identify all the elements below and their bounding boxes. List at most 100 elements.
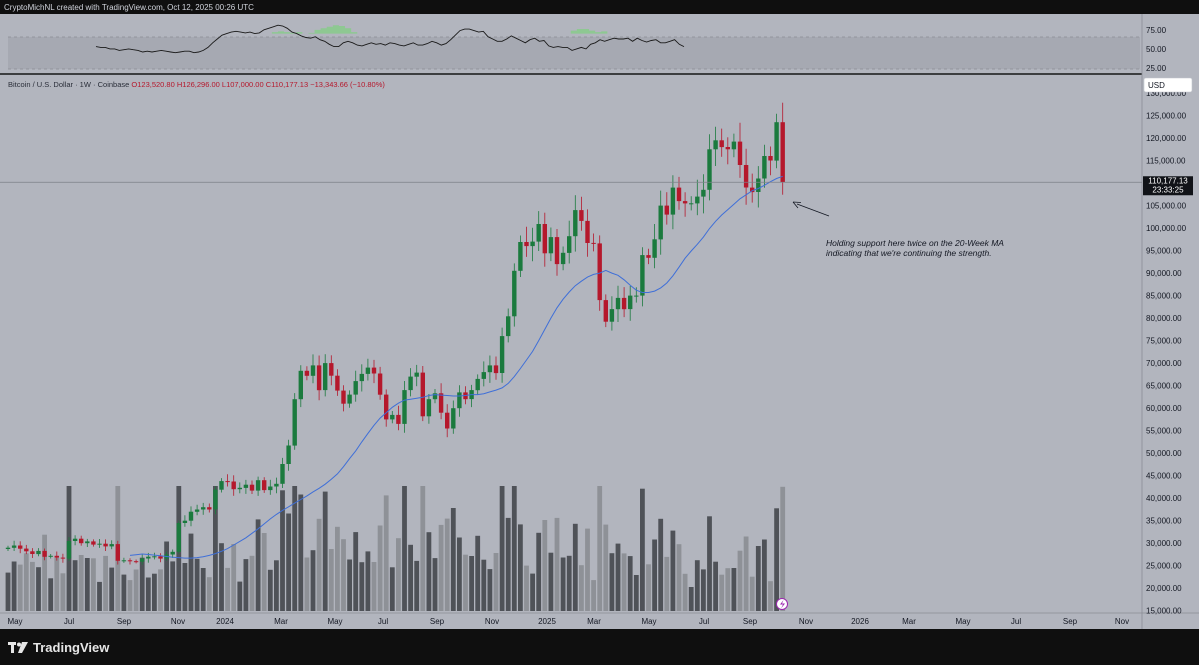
candle-body[interactable]: [115, 544, 120, 561]
candle-body[interactable]: [396, 414, 401, 424]
candle-body[interactable]: [219, 481, 224, 490]
candle-body[interactable]: [182, 520, 188, 523]
candle-body[interactable]: [243, 484, 249, 488]
candle-body[interactable]: [408, 376, 413, 391]
candle-body[interactable]: [280, 464, 285, 484]
candle-body[interactable]: [85, 541, 90, 544]
candle-body[interactable]: [603, 300, 608, 322]
candle-body[interactable]: [640, 255, 645, 296]
candle-body[interactable]: [292, 399, 297, 446]
candle-body[interactable]: [249, 484, 255, 491]
candle-body[interactable]: [91, 541, 96, 545]
candle-body[interactable]: [670, 187, 676, 215]
candle-body[interactable]: [390, 414, 395, 420]
candle-body[interactable]: [475, 378, 480, 391]
candle-body[interactable]: [109, 544, 114, 547]
candle-body[interactable]: [414, 372, 419, 377]
candle-body[interactable]: [255, 480, 261, 491]
candle-body[interactable]: [133, 561, 139, 563]
candle-body[interactable]: [201, 507, 206, 510]
candle-body[interactable]: [103, 543, 108, 547]
candle-body[interactable]: [762, 156, 767, 179]
candle-body[interactable]: [274, 483, 279, 487]
candle-body[interactable]: [341, 390, 346, 404]
candle-body[interactable]: [310, 365, 316, 376]
candle-body[interactable]: [756, 178, 761, 193]
time-axis[interactable]: [0, 613, 1142, 629]
candle-body[interactable]: [567, 236, 572, 253]
candle-body[interactable]: [60, 557, 66, 559]
candle-body[interactable]: [646, 255, 651, 258]
candle-body[interactable]: [560, 252, 566, 265]
candle-body[interactable]: [487, 365, 493, 373]
candle-body[interactable]: [262, 480, 267, 491]
candle-body[interactable]: [743, 165, 749, 188]
candle-body[interactable]: [304, 370, 310, 376]
candle-body[interactable]: [30, 551, 35, 554]
candle-body[interactable]: [152, 556, 157, 558]
candle-body[interactable]: [597, 243, 602, 301]
candle-body[interactable]: [146, 556, 151, 559]
candle-body[interactable]: [432, 393, 438, 400]
candle-body[interactable]: [194, 509, 200, 512]
candle-body[interactable]: [11, 545, 17, 548]
candle-body[interactable]: [353, 381, 358, 395]
candle-body[interactable]: [5, 547, 11, 549]
candle-body[interactable]: [42, 550, 47, 557]
candle-body[interactable]: [493, 365, 499, 374]
candle-body[interactable]: [573, 210, 578, 237]
candle-body[interactable]: [695, 196, 700, 204]
candle-body[interactable]: [426, 399, 432, 417]
candle-body[interactable]: [707, 149, 712, 190]
candle-body[interactable]: [481, 372, 486, 379]
candle-body[interactable]: [451, 408, 456, 429]
candle-body[interactable]: [438, 393, 444, 413]
candle-body[interactable]: [530, 241, 535, 247]
candle-body[interactable]: [774, 122, 779, 161]
candle-body[interactable]: [420, 372, 425, 417]
candle-body[interactable]: [18, 545, 23, 549]
candle-body[interactable]: [121, 560, 127, 562]
candle-body[interactable]: [621, 297, 627, 310]
candle-body[interactable]: [457, 392, 462, 409]
currency-button[interactable]: USD: [1143, 77, 1193, 93]
candle-body[interactable]: [72, 538, 78, 541]
candle-body[interactable]: [536, 224, 541, 242]
candle-body[interactable]: [231, 481, 236, 490]
candle-body[interactable]: [585, 220, 590, 243]
candle-body[interactable]: [768, 156, 773, 161]
candle-body[interactable]: [542, 224, 547, 254]
candle-body[interactable]: [737, 141, 743, 165]
candle-body[interactable]: [188, 511, 194, 521]
candle-body[interactable]: [634, 295, 639, 297]
candle-body[interactable]: [359, 373, 364, 382]
candle-body[interactable]: [445, 412, 450, 429]
candle-body[interactable]: [676, 187, 682, 202]
candle-body[interactable]: [682, 201, 688, 204]
candle-body[interactable]: [207, 507, 212, 510]
candle-body[interactable]: [701, 189, 706, 197]
candle-body[interactable]: [384, 394, 389, 420]
candle-body[interactable]: [213, 489, 218, 510]
candle-body[interactable]: [780, 122, 785, 183]
candle-body[interactable]: [628, 295, 633, 310]
candle-body[interactable]: [750, 187, 755, 193]
candle-body[interactable]: [66, 541, 72, 559]
candle-body[interactable]: [579, 210, 584, 221]
candle-body[interactable]: [329, 363, 334, 376]
candle-body[interactable]: [36, 550, 41, 555]
candle-body[interactable]: [524, 242, 529, 247]
tradingview-logo[interactable]: TradingView: [8, 640, 109, 655]
candle-body[interactable]: [347, 394, 352, 404]
candle-body[interactable]: [719, 140, 724, 148]
candle-body[interactable]: [713, 140, 718, 150]
candle-body[interactable]: [512, 270, 517, 317]
candle-body[interactable]: [24, 548, 29, 552]
candle-body[interactable]: [658, 205, 663, 240]
rsi-line[interactable]: [95, 24, 685, 54]
candle-body[interactable]: [518, 242, 523, 271]
candle-body[interactable]: [298, 370, 303, 400]
candle-body[interactable]: [48, 555, 53, 557]
candle-body[interactable]: [731, 141, 737, 150]
candle-body[interactable]: [140, 558, 145, 562]
